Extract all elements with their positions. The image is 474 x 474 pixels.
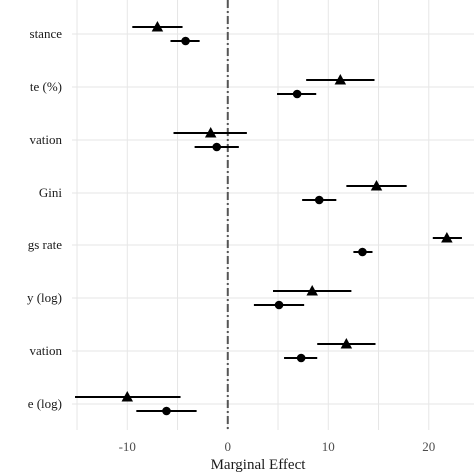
triangle-point (151, 21, 164, 32)
category-labels: stance te (%) vation Gini gs rate y (log) vati… (27, 26, 63, 411)
category-label: vation (30, 343, 63, 358)
triangle-point (121, 391, 134, 402)
x-tick-label: 10 (322, 439, 335, 454)
triangle-point (204, 127, 217, 138)
circle-point (274, 300, 284, 310)
x-tick-label: -10 (119, 439, 136, 454)
x-tick-labels: -10 0 10 20 (119, 439, 436, 454)
triangle-point (340, 338, 353, 349)
circle-point (314, 195, 324, 205)
category-label: vation (30, 132, 63, 147)
category-label: te (%) (30, 79, 62, 94)
circle-point (358, 247, 367, 257)
triangle-point (306, 285, 318, 296)
x-tick-label: 20 (422, 439, 435, 454)
category-label: y (log) (27, 290, 62, 305)
circle-point (296, 353, 306, 363)
category-label: e (log) (28, 396, 62, 411)
category-label: Gini (39, 185, 63, 200)
circle-point (162, 406, 171, 416)
x-axis-title: Marginal Effect (211, 457, 307, 473)
point-estimates (121, 21, 453, 416)
triangle-point (334, 74, 347, 85)
category-label: gs rate (28, 237, 63, 252)
circle-point (212, 142, 222, 152)
circle-point (292, 89, 302, 99)
x-tick-label: 0 (225, 439, 232, 454)
category-label: stance (30, 26, 63, 41)
circle-point (181, 36, 190, 46)
y-grid-lines (72, 33, 474, 405)
triangle-point (370, 180, 383, 191)
triangle-point (441, 232, 453, 243)
